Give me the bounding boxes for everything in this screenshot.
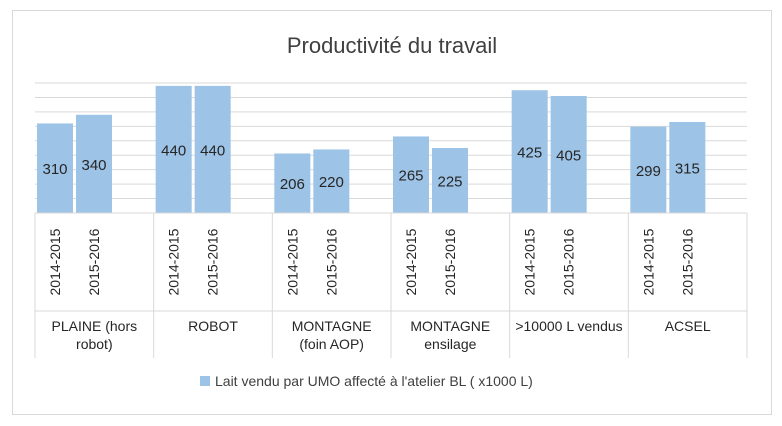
bar (550, 96, 587, 213)
period-tick-label: 2015-2016 (205, 228, 221, 295)
legend: Lait vendu par UMO affecté à l'atelier B… (200, 373, 533, 389)
period-tick-label: 2015-2016 (86, 228, 102, 295)
bar-value-label: 440 (161, 142, 186, 159)
bar-value-label: 206 (280, 176, 305, 193)
bar (432, 148, 468, 213)
category-label: MONTAGNE (292, 318, 372, 334)
period-tick-label: 2014-2015 (522, 228, 538, 295)
period-tick-label: 2014-2015 (166, 228, 182, 295)
bar (511, 90, 548, 213)
bar (194, 85, 231, 213)
chart-title: Productivité du travail (287, 33, 497, 58)
period-tick-label: 2015-2016 (679, 228, 695, 295)
bar-value-label: 310 (42, 161, 67, 178)
bar (37, 123, 73, 213)
period-tick-label: 2014-2015 (403, 228, 419, 295)
chart-svg: Productivité du travail 310 340 440 440 206 2… (34, 33, 748, 389)
legend-label: Lait vendu par UMO affecté à l'atelier B… (215, 373, 533, 389)
bars: 310 340 440 440 206 220 265 225 425 405 299 315 (37, 85, 706, 213)
category-label: (foin AOP) (299, 336, 364, 352)
bar (313, 149, 350, 213)
legend-swatch (200, 376, 210, 386)
bar-value-label: 315 (675, 161, 700, 178)
bar-value-label: 220 (319, 174, 344, 191)
category-label: ensilage (424, 336, 476, 352)
period-tick-label: 2015-2016 (323, 228, 339, 295)
bar-value-label: 340 (81, 157, 106, 174)
category-label: robot) (76, 336, 113, 352)
category-axis: 2014-2015 2015-2016 PLAINE (hors robot) 2014… (34, 212, 748, 358)
gridlines (35, 82, 747, 214)
bar (155, 85, 192, 213)
bar (76, 114, 112, 213)
bar-value-label: 225 (437, 174, 462, 191)
bar-value-label: 405 (556, 148, 581, 165)
period-tick-label: 2014-2015 (640, 228, 656, 295)
bar-value-label: 265 (398, 168, 423, 185)
bar-value-label: 425 (517, 145, 542, 162)
period-tick-label: 2015-2016 (561, 228, 577, 295)
period-tick-label: 2014-2015 (284, 228, 300, 295)
bar-value-label: 299 (636, 163, 661, 180)
period-tick-label: 2015-2016 (442, 228, 458, 295)
bar (630, 126, 667, 213)
category-label: PLAINE (hors (52, 318, 138, 334)
bar-value-label: 440 (200, 142, 225, 159)
category-label: >10000 L vendus (515, 318, 622, 334)
chart-frame: Productivité du travail 310 340 440 440 206 2… (12, 10, 772, 415)
category-label: MONTAGNE (410, 318, 490, 334)
bar (274, 153, 311, 213)
category-label: ROBOT (188, 318, 238, 334)
bar (669, 122, 706, 213)
category-label: ACSEL (665, 318, 711, 334)
bar (393, 136, 429, 213)
period-tick-label: 2014-2015 (47, 228, 63, 295)
